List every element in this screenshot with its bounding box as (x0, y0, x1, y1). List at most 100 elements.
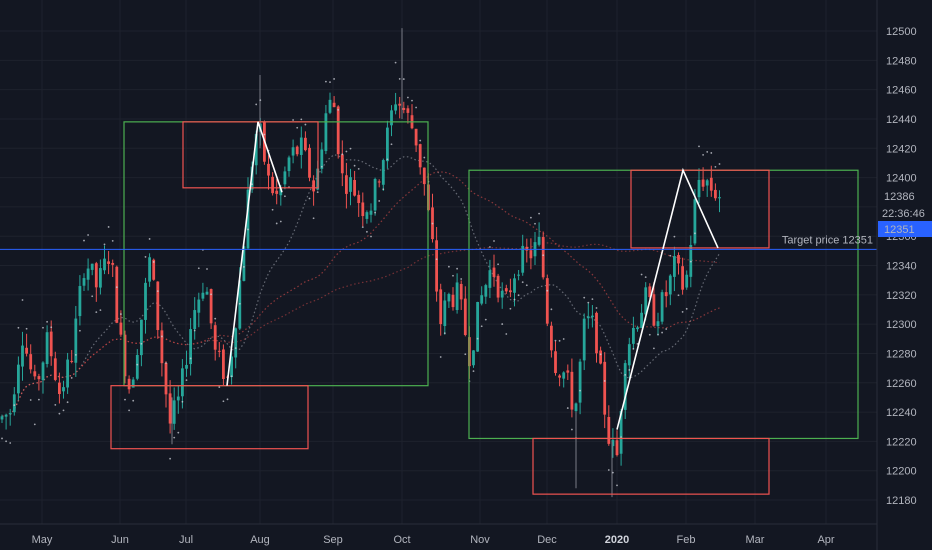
candle-body (357, 194, 361, 204)
candle-body (74, 318, 78, 363)
sar-dot (161, 335, 163, 338)
sar-dot (275, 222, 278, 225)
candle-body (304, 137, 307, 151)
sar-dot (325, 80, 327, 83)
price-tick-label: 12460 (886, 85, 917, 97)
candle-body (295, 146, 299, 155)
sar-dot (698, 145, 700, 148)
candle-body (541, 237, 545, 278)
sar-dot (38, 398, 40, 401)
time-tick-label: Mar (746, 534, 765, 546)
sar-dot (632, 347, 635, 350)
sar-dot (480, 325, 483, 328)
candle-body (660, 292, 664, 322)
sar-dot (238, 302, 241, 305)
last-price-tag: 12386 (884, 191, 915, 203)
sar-dot (243, 265, 245, 268)
candle-body (369, 210, 373, 215)
candle-body (451, 294, 455, 308)
sar-dot (247, 228, 249, 231)
candle-body (127, 378, 131, 390)
candle-body (455, 282, 459, 310)
candle-body (619, 410, 623, 454)
sar-dot (361, 226, 364, 229)
sar-dot (271, 208, 274, 211)
candle-body (176, 396, 180, 401)
sar-dot (677, 294, 680, 297)
time-tick-label: Oct (393, 534, 410, 546)
candle-body (447, 294, 451, 302)
sar-dot (554, 339, 557, 342)
sar-dot (550, 308, 553, 311)
sar-dot (234, 347, 237, 350)
candle-body (636, 327, 639, 330)
sar-dot (181, 400, 184, 403)
price-tick-label: 12200 (886, 466, 917, 478)
time-tick-label: Feb (677, 534, 696, 546)
candle-body (201, 292, 205, 299)
candle-body (673, 256, 676, 277)
sar-dot (718, 163, 721, 165)
candle-body (492, 267, 496, 277)
candle-body (119, 322, 123, 335)
sar-dot (300, 118, 303, 121)
candle-body (21, 345, 24, 367)
sar-dot (333, 78, 335, 80)
candle-body (537, 236, 541, 245)
candle-body (193, 310, 197, 330)
sar-dot (685, 307, 688, 310)
sar-dot (62, 409, 65, 412)
sar-dot (58, 412, 61, 415)
candle-body (509, 290, 512, 293)
moving-averages (1, 154, 721, 417)
sar-dot (169, 457, 172, 460)
candle-body (566, 370, 570, 373)
candle-body (37, 376, 41, 380)
candle-body (525, 246, 529, 251)
sar-dot (42, 326, 44, 329)
candle-body (4, 414, 8, 417)
candle-body (115, 266, 119, 323)
time-tick-label: 2020 (605, 534, 629, 546)
candle-body (12, 394, 16, 413)
time-tick-label: Apr (817, 534, 834, 546)
sar-dot (1, 437, 3, 440)
price-tick-label: 12280 (886, 348, 917, 360)
pattern-zigzag-line (226, 121, 283, 386)
candle-body (693, 199, 697, 244)
last-price-tag-bg (878, 187, 932, 205)
sar-dot (115, 286, 118, 289)
candle-body (340, 154, 344, 174)
sar-dot (152, 261, 155, 263)
annotation-boxes (110, 121, 859, 495)
sar-dot (226, 398, 229, 401)
sar-dot (669, 254, 672, 257)
moving-average-line (1, 154, 721, 417)
sar-dot (419, 139, 422, 142)
sar-dot (534, 222, 536, 225)
sar-dot (530, 216, 532, 219)
candle-body (603, 361, 607, 415)
sar-dot (29, 399, 32, 401)
candle-body (82, 278, 86, 286)
sar-dot (74, 354, 77, 356)
candle-body (504, 288, 508, 292)
candle-body (172, 400, 176, 424)
sar-dot (316, 191, 319, 194)
candle-body (705, 180, 709, 186)
sar-dot (370, 235, 372, 238)
sar-dot (562, 338, 565, 340)
candle-body (480, 295, 484, 304)
candle-body (398, 103, 402, 106)
sar-dot (140, 342, 143, 345)
candle-body (615, 440, 619, 456)
time-axis[interactable]: May Jun Jul Aug Sep Oct Nov Dec 2020 Feb Mar Apr (32, 534, 835, 546)
candle-body (230, 356, 233, 378)
sar-dot (222, 400, 225, 403)
candle-body (463, 298, 467, 335)
candle-body (632, 327, 635, 344)
candle-body (345, 175, 348, 194)
candle-body (111, 262, 115, 265)
